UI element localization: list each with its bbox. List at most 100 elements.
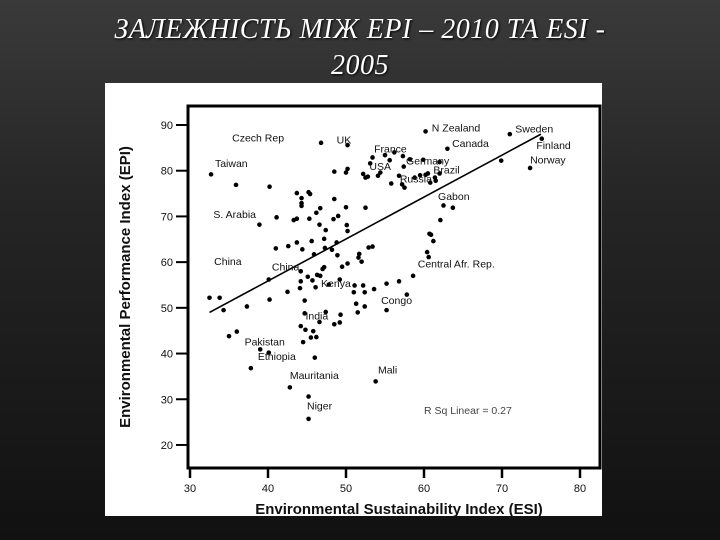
- data-point: [339, 264, 345, 270]
- plot-frame: [186, 104, 602, 470]
- data-point: [335, 252, 340, 258]
- slide-title-line-1: ЗАЛЕЖНІСТЬ МІЖ EPI – 2010 ТА ESI -: [114, 14, 606, 45]
- slide-title-line-2: 2005: [331, 50, 389, 81]
- country-label: India: [305, 311, 328, 323]
- data-point: [285, 243, 291, 249]
- data-point: [356, 251, 362, 257]
- data-point: [427, 231, 432, 237]
- data-point: [345, 142, 350, 148]
- data-point: [396, 279, 402, 284]
- data-point: [320, 266, 325, 272]
- country-label: USA: [369, 161, 391, 173]
- data-point: [248, 365, 254, 371]
- data-point: [294, 190, 300, 196]
- data-point: [352, 283, 357, 288]
- country-label: UK: [337, 135, 352, 147]
- x-tick-label: 70: [496, 483, 508, 495]
- data-point: [431, 238, 436, 244]
- country-label: N Zealand: [432, 122, 481, 134]
- data-point: [345, 228, 350, 234]
- country-label: Sweden: [515, 123, 553, 135]
- data-point: [363, 205, 368, 211]
- data-point: [308, 335, 314, 340]
- data-point: [426, 254, 431, 260]
- data-point: [366, 245, 371, 250]
- country-label: Germany: [406, 155, 450, 167]
- data-point: [450, 205, 456, 211]
- data-point: [306, 416, 311, 422]
- data-point: [208, 172, 214, 177]
- y-tick-label: 20: [161, 440, 173, 452]
- data-point: [441, 203, 446, 208]
- data-point: [323, 227, 329, 233]
- data-point: [355, 310, 360, 315]
- r-squared-annotation: R Sq Linear = 0.27: [424, 405, 512, 417]
- data-point: [351, 289, 357, 295]
- country-label: China: [214, 256, 242, 268]
- data-point: [307, 216, 312, 222]
- data-point: [417, 172, 423, 178]
- data-point: [305, 274, 311, 280]
- data-point: [344, 222, 350, 228]
- data-point: [420, 157, 426, 163]
- data-point: [317, 273, 323, 279]
- data-point: [437, 159, 442, 165]
- data-point: [317, 319, 322, 325]
- data-point: [317, 205, 323, 211]
- country-label: Congo: [381, 295, 412, 307]
- country-label: Mauritania: [290, 370, 339, 382]
- country-label: Central Afr. Rep.: [418, 259, 495, 271]
- data-point: [332, 169, 337, 174]
- data-point: [300, 247, 305, 252]
- data-point: [267, 297, 272, 302]
- data-point: [437, 171, 442, 176]
- data-point: [234, 329, 240, 334]
- x-tick-label: 40: [262, 483, 274, 495]
- data-point: [322, 245, 328, 251]
- country-label: Taiwan: [215, 158, 248, 170]
- data-point: [388, 181, 394, 186]
- data-point: [299, 200, 304, 206]
- data-point: [407, 156, 413, 162]
- data-point: [307, 191, 313, 197]
- country-label: Czech Rep: [232, 132, 284, 144]
- y-tick-label: 40: [161, 349, 173, 361]
- data-point: [370, 155, 375, 160]
- data-point: [365, 174, 371, 179]
- data-point: [343, 170, 349, 175]
- slide-title: ЗАЛЕЖНІСТЬ МІЖ EPI – 2010 ТА ESI - 2005: [0, 12, 720, 84]
- data-point: [438, 217, 443, 223]
- data-point: [362, 289, 368, 295]
- data-point: [312, 355, 318, 360]
- data-point: [360, 171, 366, 177]
- data-point: [331, 216, 336, 222]
- y-tick-label: 30: [161, 394, 173, 406]
- data-point: [387, 157, 392, 163]
- data-point: [311, 252, 317, 257]
- country-label: Canada: [452, 138, 489, 150]
- country-label: Pakistan: [245, 336, 285, 348]
- data-point: [323, 309, 329, 315]
- data-point: [335, 213, 341, 219]
- data-point: [427, 180, 433, 185]
- y-tick-label: 80: [161, 166, 173, 178]
- data-point: [274, 215, 279, 220]
- data-point: [294, 216, 300, 222]
- data-point: [338, 312, 343, 317]
- country-label: France: [374, 143, 407, 155]
- y-tick-label: 70: [161, 211, 173, 223]
- data-point: [310, 278, 315, 283]
- chart-panel: 20 30 40 50 60 70 80 90 30 40 50 60 70 80 Environmenta…: [105, 83, 602, 516]
- data-point: [370, 244, 375, 249]
- data-point: [359, 259, 364, 264]
- data-point: [299, 195, 304, 201]
- data-point: [217, 295, 222, 301]
- data-point: [321, 236, 327, 242]
- regression-line: [209, 133, 542, 314]
- data-point: [527, 165, 533, 171]
- data-point: [332, 321, 337, 327]
- y-axis-label: Environmental Performance Index (EPI): [117, 146, 134, 428]
- country-label: Kenya: [321, 278, 351, 290]
- data-point: [384, 307, 389, 313]
- data-point: [266, 277, 272, 282]
